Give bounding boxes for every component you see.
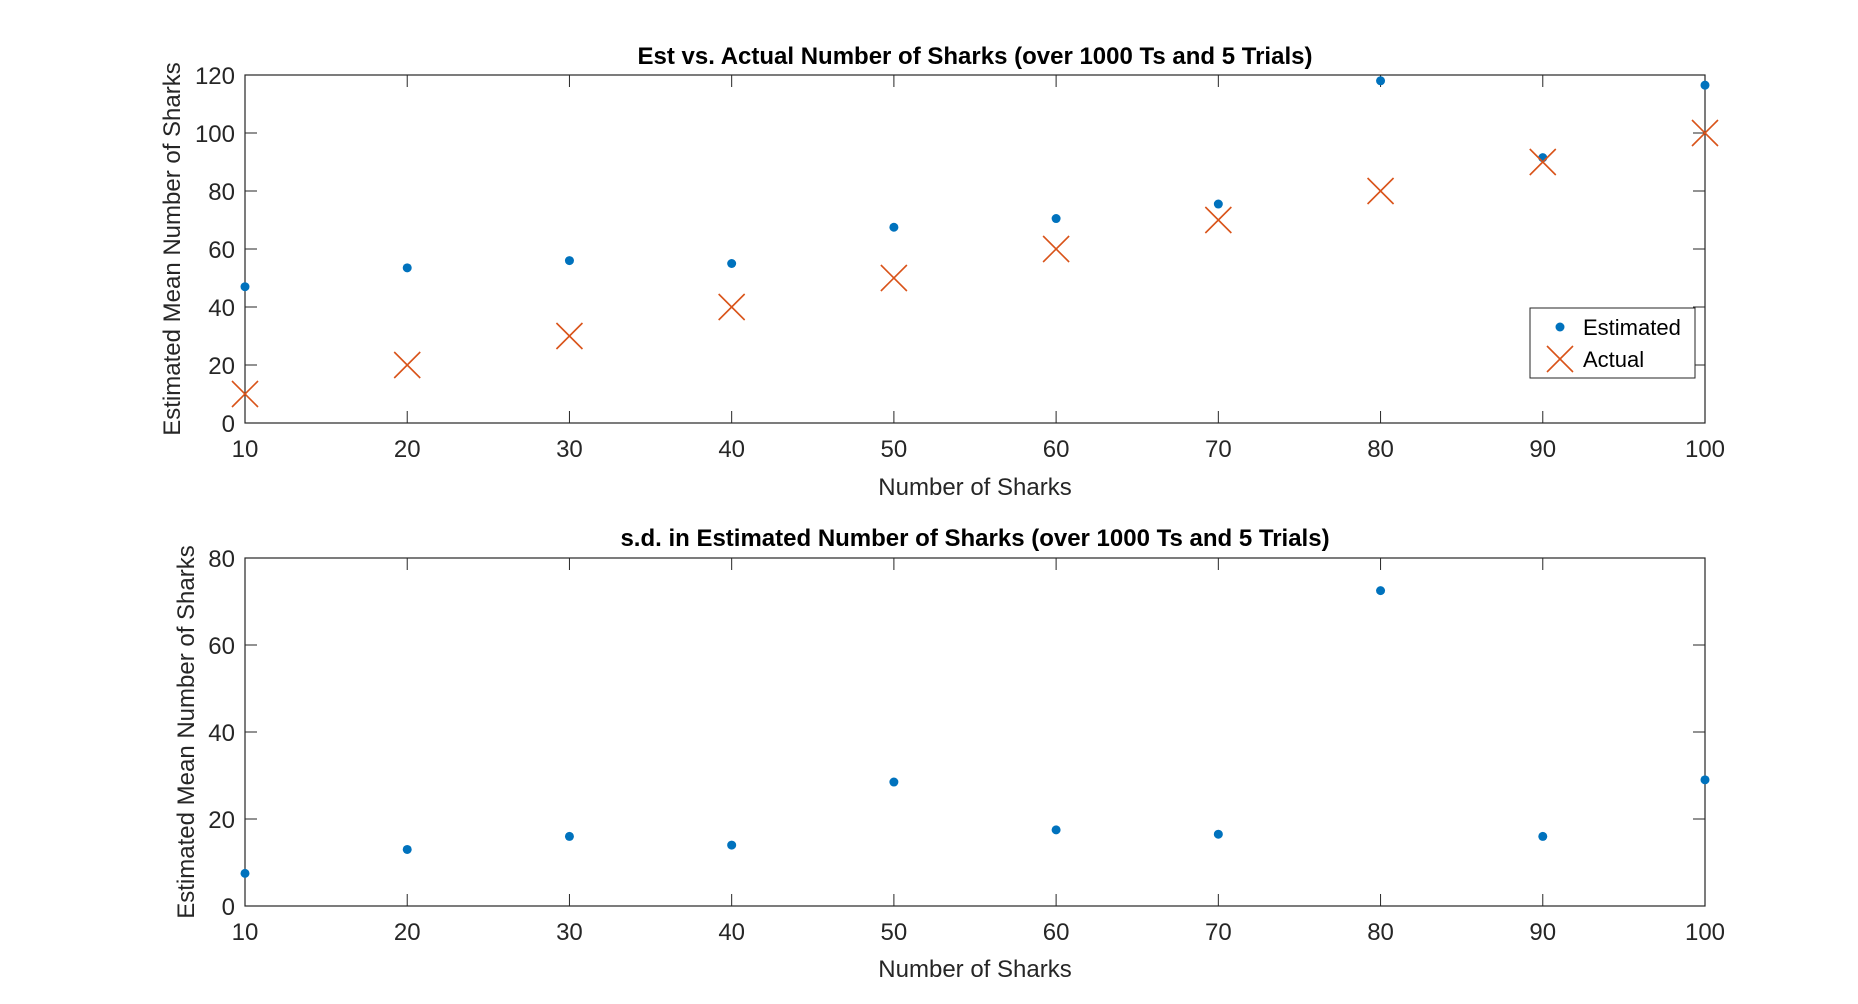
top-estimated-point bbox=[727, 259, 737, 268]
bottom-estimated-point bbox=[402, 844, 412, 854]
top-actual-x-marker bbox=[1204, 206, 1232, 234]
top-y-tick-label: 0 bbox=[222, 411, 235, 438]
bottom-x-tick-label: 80 bbox=[1367, 919, 1394, 946]
top-actual-x-marker bbox=[1366, 177, 1395, 205]
top-x-tick-label: 50 bbox=[881, 436, 908, 463]
bottom-x-tick-label: 70 bbox=[1205, 919, 1232, 946]
top-actual-x-marker bbox=[1529, 148, 1557, 176]
top-y-axis-label: Estimated Mean Number of Sharks bbox=[159, 62, 186, 436]
top-marks bbox=[231, 76, 1719, 408]
bottom-x-tick-label: 60 bbox=[1043, 919, 1070, 946]
bottom-y-axis-label: Estimated Mean Number of Sharks bbox=[173, 545, 200, 919]
top-chart-title: Est vs. Actual Number of Sharks (over 10… bbox=[638, 43, 1313, 70]
bottom-x-tick-label: 90 bbox=[1529, 919, 1556, 946]
top-y-tick-label: 60 bbox=[208, 237, 235, 264]
bottom-x-tick-label: 20 bbox=[394, 919, 421, 946]
top-x-axis-label: Number of Sharks bbox=[878, 474, 1071, 501]
top-actual-x-marker bbox=[231, 380, 259, 408]
bottom-y-tick-label: 40 bbox=[208, 720, 235, 747]
bottom-subplot: s.d. in Estimated Number of Sharks (over… bbox=[173, 525, 1725, 983]
legend: Estimated Actual bbox=[1529, 307, 1696, 379]
top-y-tick-label: 80 bbox=[208, 179, 235, 206]
top-estimated-point bbox=[889, 222, 899, 232]
top-y-tick-label: 40 bbox=[208, 295, 235, 322]
bottom-x-tick-label: 100 bbox=[1685, 919, 1725, 946]
bottom-x-tick-label: 30 bbox=[556, 919, 583, 946]
bottom-x-axis-label: Number of Sharks bbox=[878, 956, 1071, 983]
legend-actual-label: Actual bbox=[1583, 347, 1644, 372]
legend-estimated-marker bbox=[1555, 322, 1565, 332]
top-x-tick-label: 20 bbox=[394, 436, 421, 463]
top-estimated-point bbox=[402, 263, 412, 273]
top-estimated-point bbox=[1538, 153, 1548, 163]
bottom-y-tick-label: 80 bbox=[208, 546, 235, 573]
top-y-tick-label: 20 bbox=[208, 353, 235, 380]
top-axes-box bbox=[244, 74, 1706, 424]
top-x-tick-label: 30 bbox=[556, 436, 583, 463]
bottom-y-tick-label: 0 bbox=[222, 894, 235, 921]
bottom-estimated-point bbox=[240, 868, 250, 878]
top-estimated-point bbox=[1376, 76, 1386, 86]
bottom-y-tick-label: 60 bbox=[208, 633, 235, 660]
bottom-chart-title: s.d. in Estimated Number of Sharks (over… bbox=[620, 525, 1329, 552]
bottom-x-tick-label: 50 bbox=[881, 919, 908, 946]
top-y-tick-label: 100 bbox=[195, 121, 235, 148]
top-actual-x-marker bbox=[555, 322, 584, 350]
legend-estimated-label: Estimated bbox=[1583, 315, 1681, 340]
top-x-tick-label: 90 bbox=[1529, 436, 1556, 463]
bottom-estimated-point bbox=[1700, 775, 1710, 785]
bottom-ticks: 10 20 30 40 50 60 70 80 90 100 0 20 40 60 80 bbox=[208, 546, 1725, 946]
top-x-tick-label: 70 bbox=[1205, 436, 1232, 463]
bottom-y-tick-label: 20 bbox=[208, 807, 235, 834]
top-actual-x-marker bbox=[1042, 235, 1070, 263]
top-estimated-point bbox=[564, 256, 574, 266]
bottom-x-tick-label: 10 bbox=[232, 919, 259, 946]
top-x-tick-label: 100 bbox=[1685, 436, 1725, 463]
bottom-axes-box bbox=[244, 557, 1706, 907]
top-x-tick-label: 10 bbox=[232, 436, 259, 463]
top-actual-x-marker bbox=[393, 351, 421, 379]
top-estimated-point bbox=[1700, 80, 1710, 90]
top-actual-x-marker bbox=[718, 293, 746, 321]
top-subplot: Est vs. Actual Number of Sharks (over 10… bbox=[159, 43, 1725, 501]
bottom-estimated-point bbox=[727, 840, 737, 850]
top-estimated-point bbox=[240, 282, 250, 292]
top-actual-x-marker bbox=[1691, 119, 1719, 147]
top-x-tick-label: 40 bbox=[718, 436, 745, 463]
bottom-estimated-point bbox=[564, 831, 574, 841]
bottom-x-tick-label: 40 bbox=[718, 919, 745, 946]
legend-actual-marker bbox=[1546, 345, 1574, 373]
bottom-estimated-point bbox=[1376, 586, 1386, 596]
bottom-marks bbox=[240, 586, 1710, 878]
top-estimated-point bbox=[1213, 199, 1223, 209]
top-ticks: 10 20 30 40 50 60 70 80 90 100 0 20 40 60 80 100 120 bbox=[195, 63, 1725, 463]
legend-box bbox=[1529, 307, 1696, 379]
top-y-tick-label: 120 bbox=[195, 63, 235, 90]
bottom-estimated-point bbox=[1213, 829, 1223, 839]
top-x-tick-label: 60 bbox=[1043, 436, 1070, 463]
top-estimated-point bbox=[1051, 214, 1061, 224]
bottom-estimated-point bbox=[1051, 825, 1061, 835]
bottom-estimated-point bbox=[1538, 831, 1548, 841]
bottom-estimated-point bbox=[889, 777, 899, 787]
top-x-tick-label: 80 bbox=[1367, 436, 1394, 463]
top-actual-x-marker bbox=[880, 264, 908, 292]
